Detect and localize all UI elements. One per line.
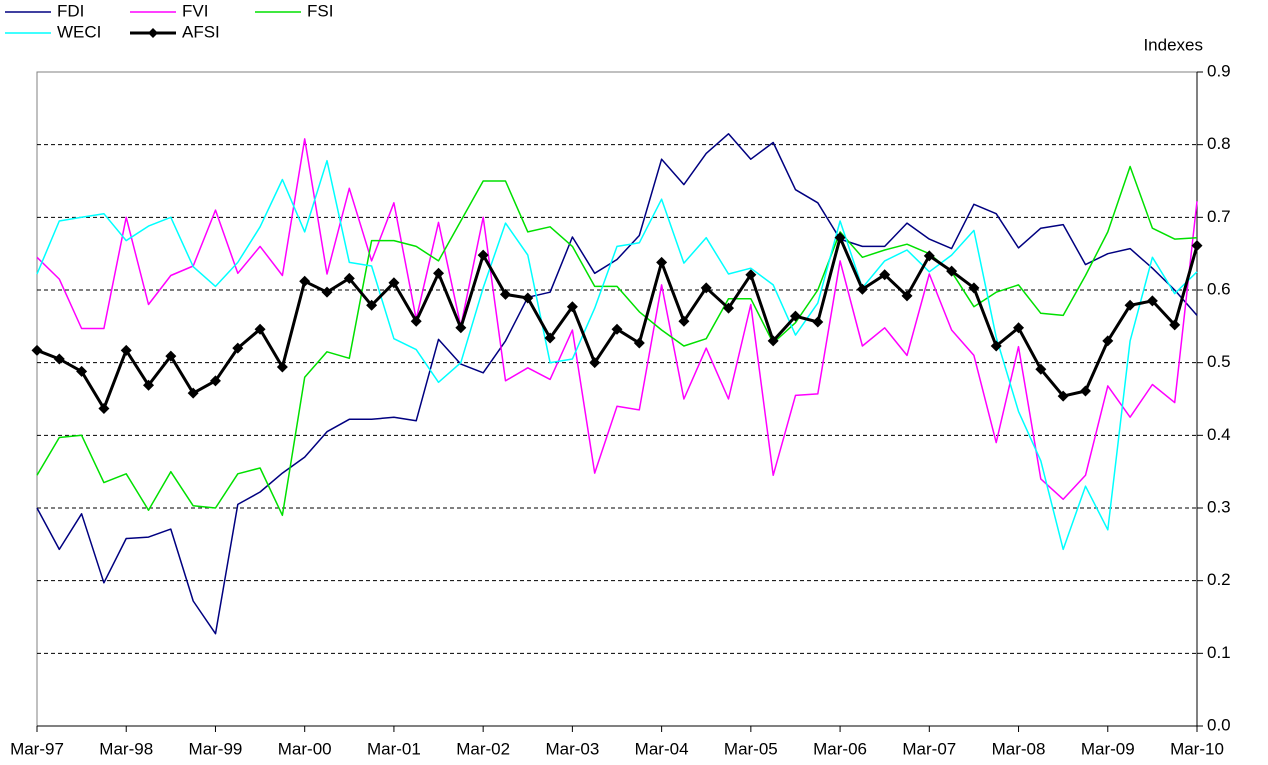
data-point xyxy=(1057,390,1069,402)
data-point xyxy=(1102,335,1114,347)
data-point xyxy=(611,323,623,335)
data-point xyxy=(388,277,400,289)
data-point xyxy=(812,316,824,328)
y-tick-label: 0.2 xyxy=(1207,570,1231,589)
legend-marker xyxy=(148,28,158,38)
data-point xyxy=(187,387,199,399)
data-point xyxy=(834,232,846,244)
x-tick-label: Mar-04 xyxy=(635,739,689,758)
data-point xyxy=(366,299,378,311)
series-line xyxy=(36,133,1198,635)
data-point xyxy=(1124,299,1136,311)
legend-label: WECI xyxy=(57,22,101,41)
y-tick-label: 0.6 xyxy=(1207,279,1231,298)
data-point xyxy=(343,272,355,284)
series-line xyxy=(36,138,1198,501)
data-point xyxy=(723,302,735,314)
data-point xyxy=(321,286,333,298)
data-point xyxy=(477,249,489,261)
x-tick-label: Mar-97 xyxy=(10,739,64,758)
x-tick-label: Mar-03 xyxy=(545,739,599,758)
x-tick-label: Mar-09 xyxy=(1081,739,1135,758)
data-point xyxy=(31,344,43,356)
data-point xyxy=(1079,385,1091,397)
y-axis-title: Indexes xyxy=(1143,35,1203,54)
data-point xyxy=(120,344,132,356)
x-tick-label: Mar-02 xyxy=(456,739,510,758)
data-point xyxy=(165,350,177,362)
data-point xyxy=(589,357,601,369)
data-point xyxy=(522,292,534,304)
legend-label: FVI xyxy=(182,1,208,20)
legend-label: FDI xyxy=(57,1,84,20)
data-point xyxy=(1013,322,1025,334)
data-point xyxy=(923,250,935,262)
data-point xyxy=(566,301,578,313)
series-line xyxy=(36,159,1198,551)
data-point xyxy=(1146,295,1158,307)
data-point xyxy=(53,353,65,365)
series-line xyxy=(36,236,1199,410)
data-point xyxy=(633,337,645,349)
data-point xyxy=(1169,319,1181,331)
data-point xyxy=(98,402,110,414)
x-tick-label: Mar-00 xyxy=(278,739,332,758)
data-point xyxy=(968,282,980,294)
data-point xyxy=(678,315,690,327)
data-point xyxy=(767,335,779,347)
data-point xyxy=(745,269,757,281)
x-tick-label: Mar-98 xyxy=(99,739,153,758)
y-tick-label: 0.0 xyxy=(1207,715,1231,734)
data-point xyxy=(656,256,668,268)
x-tick-label: Mar-05 xyxy=(724,739,778,758)
y-tick-label: 0.1 xyxy=(1207,643,1231,662)
data-point xyxy=(209,375,221,387)
data-point xyxy=(544,332,556,344)
y-tick-label: 0.5 xyxy=(1207,352,1231,371)
data-point xyxy=(410,315,422,327)
x-tick-label: Mar-06 xyxy=(813,739,867,758)
y-tick-label: 0.9 xyxy=(1207,61,1231,80)
y-tick-label: 0.8 xyxy=(1207,134,1231,153)
legend-label: AFSI xyxy=(182,22,220,41)
x-tick-label: Mar-10 xyxy=(1170,739,1224,758)
data-point xyxy=(700,282,712,294)
data-point xyxy=(1035,363,1047,375)
data-point xyxy=(299,275,311,287)
data-point xyxy=(1191,240,1203,252)
data-point xyxy=(946,265,958,277)
data-point xyxy=(879,269,891,281)
data-point xyxy=(990,340,1002,352)
data-point xyxy=(901,290,913,302)
legend-label: FSI xyxy=(307,1,333,20)
data-point xyxy=(143,379,155,391)
y-tick-label: 0.4 xyxy=(1207,425,1231,444)
data-point xyxy=(499,288,511,300)
data-point xyxy=(254,323,266,335)
data-point xyxy=(276,361,288,373)
y-tick-label: 0.3 xyxy=(1207,497,1231,516)
data-point xyxy=(76,365,88,377)
data-point xyxy=(789,310,801,322)
data-point xyxy=(232,342,244,354)
x-tick-label: Mar-07 xyxy=(902,739,956,758)
data-point xyxy=(433,267,445,279)
x-tick-label: Mar-99 xyxy=(189,739,243,758)
data-point xyxy=(856,283,868,295)
data-point xyxy=(455,322,467,334)
x-tick-label: Mar-08 xyxy=(992,739,1046,758)
x-tick-label: Mar-01 xyxy=(367,739,421,758)
y-tick-label: 0.7 xyxy=(1207,207,1231,226)
series-line xyxy=(36,165,1198,517)
